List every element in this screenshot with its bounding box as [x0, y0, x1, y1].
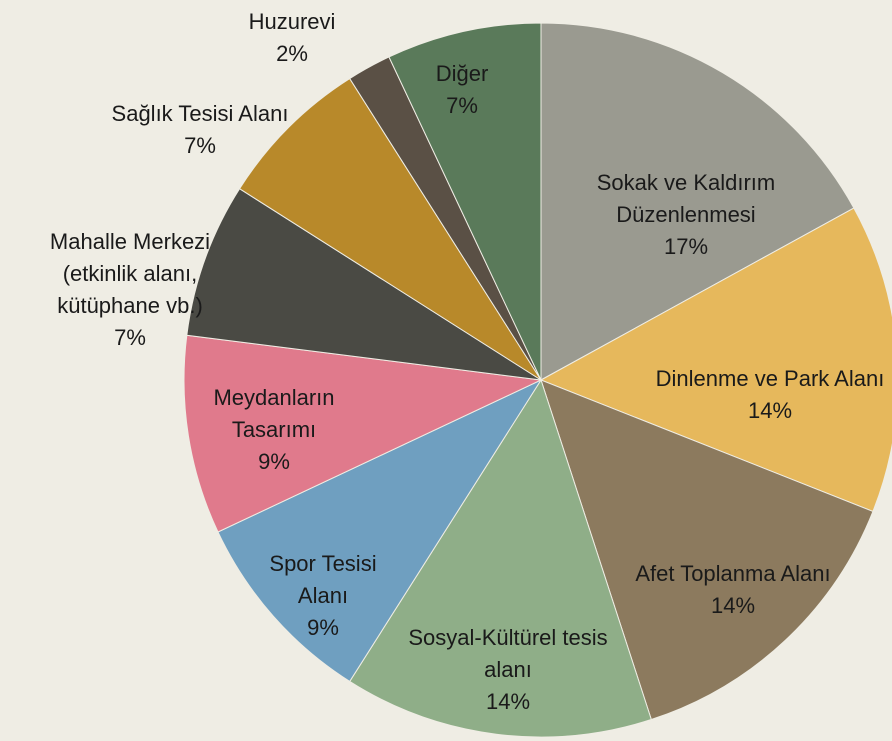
slice-label: Mahalle Merkezi (etkinlik alanı, kütüpha…: [10, 226, 250, 354]
value-label: 17%: [663, 234, 709, 259]
category-label: Diğer: [435, 61, 489, 86]
category-label: Afet Toplanma Alanı: [635, 561, 831, 586]
slice-label: Huzurevi 2%: [222, 6, 362, 70]
category-label: Sokak ve Kaldırım Düzenlenmesi: [596, 170, 776, 227]
value-label: 7%: [446, 93, 478, 118]
value-label: 14%: [710, 593, 756, 618]
category-label: Huzurevi: [248, 9, 336, 34]
value-label: 7%: [114, 325, 146, 350]
pie-slice: [238, 77, 542, 381]
pie-slice: [186, 188, 542, 381]
category-label: Dinlenme ve Park Alanı: [655, 366, 885, 391]
category-label: Spor Tesisi Alanı: [269, 551, 377, 608]
pie-slice: [217, 378, 543, 683]
value-label: 9%: [258, 449, 290, 474]
value-label: 14%: [485, 689, 531, 714]
pie-slice: [349, 378, 652, 738]
pie-slice: [539, 207, 892, 513]
category-label: Meydanların Tasarımı: [213, 385, 335, 442]
pie-slice: [388, 22, 542, 381]
slice-label: Sosyal-Kültürel tesis alanı 14%: [398, 622, 618, 718]
category-label: Sağlık Tesisi Alanı: [111, 101, 289, 126]
category-label: Sosyal-Kültürel tesis alanı: [408, 625, 608, 682]
slice-label: Meydanların Tasarımı 9%: [174, 382, 374, 478]
category-label: Mahalle Merkezi (etkinlik alanı, kütüpha…: [49, 229, 211, 318]
slice-label: Diğer 7%: [402, 58, 522, 122]
value-label: 9%: [307, 615, 339, 640]
pie-slice: [183, 334, 543, 533]
pie-slice: [540, 22, 855, 381]
value-label: 7%: [184, 133, 216, 158]
slice-label: Dinlenme ve Park Alanı 14%: [645, 363, 892, 427]
slice-label: Sağlık Tesisi Alanı 7%: [60, 98, 340, 162]
slice-label: Spor Tesisi Alanı 9%: [243, 548, 403, 644]
value-label: 14%: [747, 398, 793, 423]
slice-label: Sokak ve Kaldırım Düzenlenmesi 17%: [546, 167, 826, 263]
slice-label: Afet Toplanma Alanı 14%: [623, 558, 843, 622]
value-label: 2%: [276, 41, 308, 66]
